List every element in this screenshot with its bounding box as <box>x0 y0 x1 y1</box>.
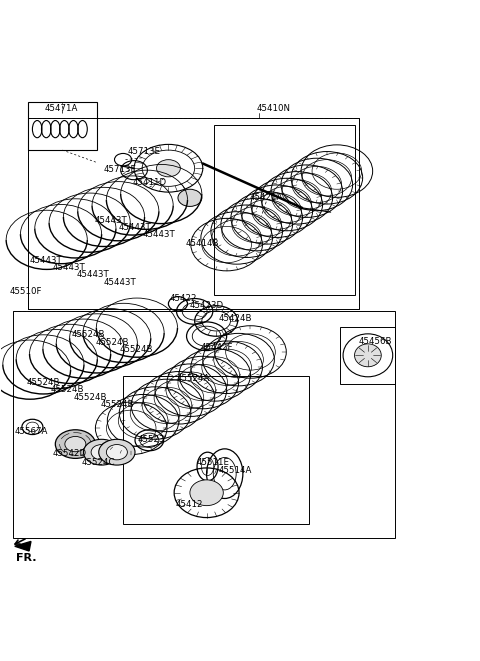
Text: 45524B: 45524B <box>96 338 130 347</box>
Bar <box>214 126 355 295</box>
Bar <box>123 376 309 524</box>
Ellipse shape <box>190 480 223 506</box>
Ellipse shape <box>55 430 96 458</box>
Text: 45524B: 45524B <box>26 378 60 387</box>
Text: 45524B: 45524B <box>50 385 84 394</box>
Text: 45424B: 45424B <box>218 314 252 323</box>
Text: 45511E: 45511E <box>196 457 229 467</box>
Ellipse shape <box>178 189 202 206</box>
Text: 45542D: 45542D <box>53 449 87 458</box>
Text: 45524A: 45524A <box>177 374 210 383</box>
Text: 45713E: 45713E <box>104 165 137 174</box>
Text: 45524B: 45524B <box>101 400 134 408</box>
Text: 45510F: 45510F <box>10 287 42 295</box>
Ellipse shape <box>65 436 86 451</box>
Bar <box>28 118 360 309</box>
Text: 45442F: 45442F <box>201 343 233 352</box>
Ellipse shape <box>91 445 112 460</box>
Text: 45423D: 45423D <box>190 301 224 311</box>
Text: 45471A: 45471A <box>44 104 78 114</box>
Ellipse shape <box>99 440 135 465</box>
Bar <box>340 327 395 384</box>
Text: 45524B: 45524B <box>120 345 153 354</box>
Text: 45421A: 45421A <box>250 192 283 202</box>
Text: 45443T: 45443T <box>95 215 127 225</box>
Text: 45524B: 45524B <box>74 393 108 402</box>
Ellipse shape <box>107 445 127 460</box>
Polygon shape <box>15 541 31 551</box>
Text: FR.: FR. <box>16 553 36 563</box>
Ellipse shape <box>156 160 180 177</box>
Ellipse shape <box>355 344 381 367</box>
Text: 45443T: 45443T <box>53 263 85 272</box>
Bar <box>28 102 97 150</box>
Text: 45443T: 45443T <box>77 270 109 280</box>
Text: 45524C: 45524C <box>82 457 115 467</box>
Text: 45414B: 45414B <box>185 239 218 249</box>
Text: 45443T: 45443T <box>29 256 62 265</box>
Text: 45567A: 45567A <box>15 428 48 436</box>
Text: 45422: 45422 <box>169 294 197 303</box>
Text: 45514A: 45514A <box>218 465 252 475</box>
Text: 45713E: 45713E <box>128 147 161 156</box>
Text: 45456B: 45456B <box>359 336 392 346</box>
Text: 45443T: 45443T <box>104 278 137 287</box>
Text: 45523: 45523 <box>137 434 165 444</box>
Text: 45411D: 45411D <box>132 178 167 187</box>
Bar <box>13 311 395 538</box>
Text: 45412: 45412 <box>176 500 203 509</box>
Text: 45524B: 45524B <box>72 330 106 339</box>
Text: 45443T: 45443T <box>142 230 175 239</box>
Ellipse shape <box>84 440 120 465</box>
Text: 45410N: 45410N <box>257 104 291 114</box>
Text: 45443T: 45443T <box>118 223 151 232</box>
